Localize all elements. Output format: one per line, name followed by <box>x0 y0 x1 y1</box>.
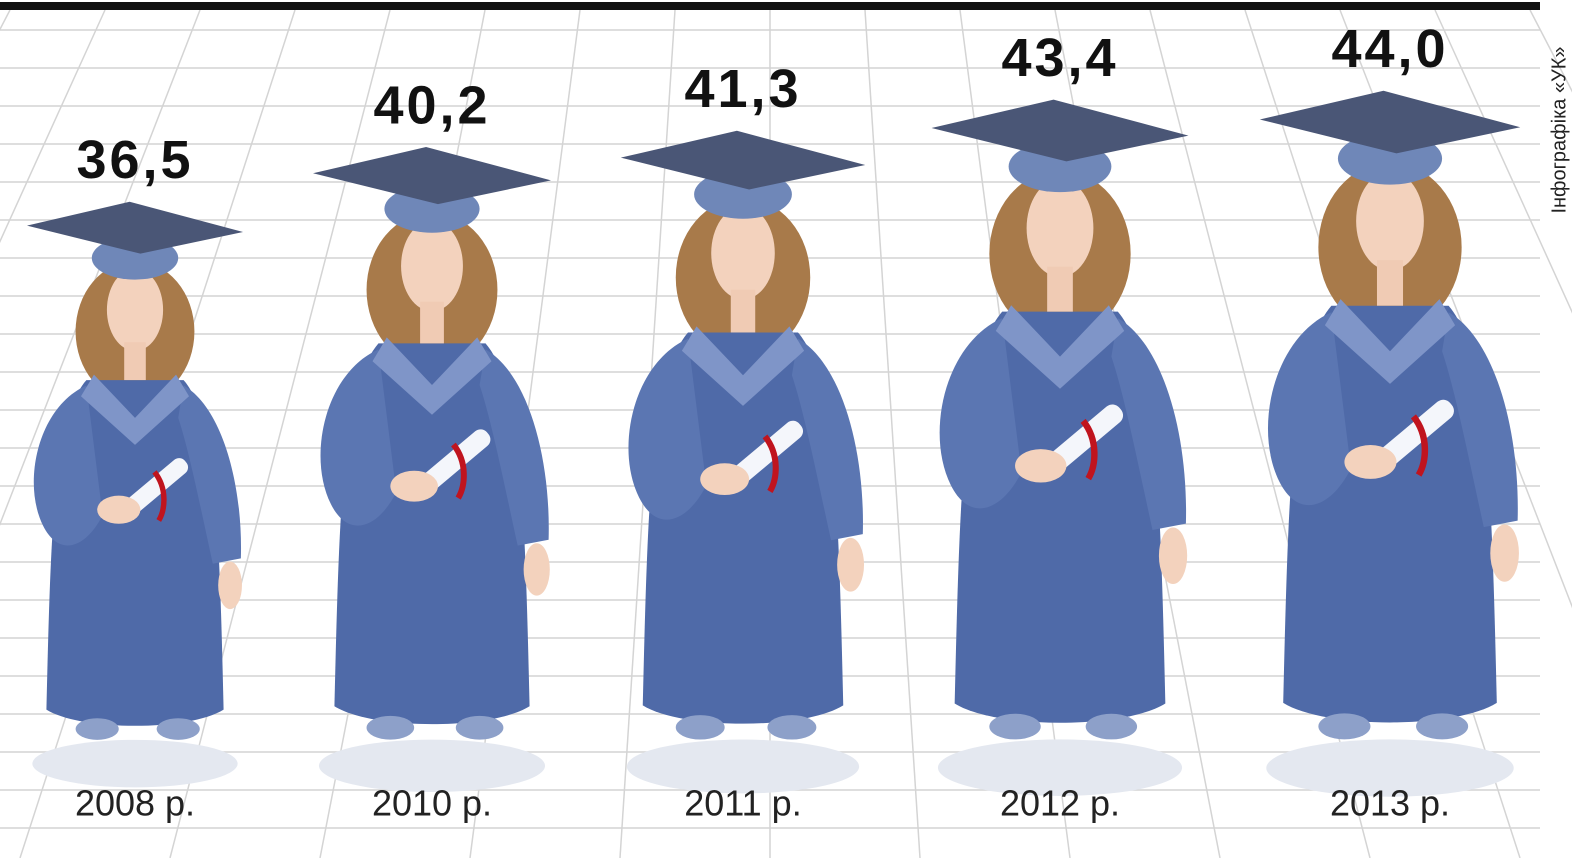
neck <box>1376 260 1404 306</box>
collar <box>80 374 190 445</box>
hand-left <box>1344 445 1397 479</box>
value-label: 44,0 <box>1331 19 1448 79</box>
category-label: 2008 р. <box>75 783 195 824</box>
sleeve-left <box>939 318 1022 509</box>
cap-board <box>931 99 1189 162</box>
ribbon <box>450 442 467 500</box>
cap-board <box>1259 90 1521 154</box>
graduate-figure <box>931 99 1189 796</box>
shoe-left <box>75 718 119 740</box>
neck <box>420 301 444 344</box>
hand-left <box>700 463 750 496</box>
shoe-right <box>1085 713 1138 740</box>
face <box>106 268 164 351</box>
sleeve-left <box>1267 312 1351 506</box>
diploma <box>1048 404 1124 471</box>
top-rule <box>0 2 1540 10</box>
diploma <box>731 420 804 484</box>
graduate-figure <box>1259 90 1521 797</box>
diploma <box>125 458 189 514</box>
grid-line-deco <box>1434 9 1572 314</box>
shoe-right <box>156 718 200 740</box>
sleeve-left <box>33 385 103 546</box>
category-label: 2010 р. <box>372 783 492 824</box>
category-label: 2011 р. <box>684 783 801 824</box>
ribbon <box>762 434 779 493</box>
collar <box>681 326 805 406</box>
sleeve-right <box>1111 318 1187 531</box>
cap-board <box>313 147 551 205</box>
ribbon <box>152 470 167 522</box>
hand-right <box>837 537 865 592</box>
neck <box>1047 266 1073 312</box>
shoe-right <box>767 715 817 740</box>
shoe-left <box>675 715 725 740</box>
value-label: 43,4 <box>1001 28 1118 88</box>
hand-right <box>1490 524 1519 582</box>
value-label: 41,3 <box>684 59 801 119</box>
grid-line-deco <box>0 9 106 244</box>
sleeve-right <box>1442 312 1518 528</box>
graduate-figure <box>26 201 244 788</box>
sleeve-left <box>320 349 397 526</box>
shoe-right <box>455 715 504 740</box>
sleeve-right <box>791 338 863 541</box>
shoe-left <box>989 713 1041 740</box>
shoe-right <box>1416 713 1469 740</box>
diploma <box>1378 399 1454 467</box>
value-label: 36,5 <box>76 130 193 190</box>
ribbon <box>1410 414 1429 477</box>
grid-line-deco <box>0 9 11 31</box>
face <box>1026 179 1094 277</box>
face <box>711 206 775 300</box>
graduate-figure <box>620 130 866 794</box>
cap-board <box>26 201 244 254</box>
floor-reflection <box>1266 739 1514 797</box>
diploma <box>421 429 491 491</box>
face <box>401 220 463 312</box>
hand-left <box>390 470 438 502</box>
sleeve-left <box>628 338 707 520</box>
collar <box>995 305 1125 389</box>
hand-right <box>218 561 242 610</box>
category-label: 2013 р. <box>1330 783 1450 824</box>
neck <box>124 342 146 381</box>
sleeve-right <box>479 349 549 546</box>
floor-reflection <box>32 739 238 788</box>
shoe-left <box>1318 713 1371 740</box>
floor-reflection <box>626 739 860 794</box>
grid-line-deco <box>0 9 201 527</box>
cap-board <box>620 130 866 190</box>
floor-reflection <box>318 739 546 792</box>
hand-left <box>1015 449 1067 483</box>
graduate-figure <box>313 147 551 792</box>
sleeve-right <box>178 385 242 564</box>
hand-right <box>523 543 550 596</box>
grid-line-deco <box>864 9 921 858</box>
neck <box>730 289 756 333</box>
ribbon <box>1080 418 1098 481</box>
credit: Інфографіка «УК» <box>1548 46 1570 213</box>
face <box>1356 171 1424 271</box>
floor-reflection <box>937 739 1183 796</box>
hand-right <box>1158 527 1188 584</box>
collar <box>1324 299 1456 384</box>
category-label: 2012 р. <box>1000 783 1120 824</box>
shoe-left <box>366 715 415 740</box>
collar <box>372 337 492 415</box>
hand-left <box>97 495 141 524</box>
value-label: 40,2 <box>373 75 490 135</box>
